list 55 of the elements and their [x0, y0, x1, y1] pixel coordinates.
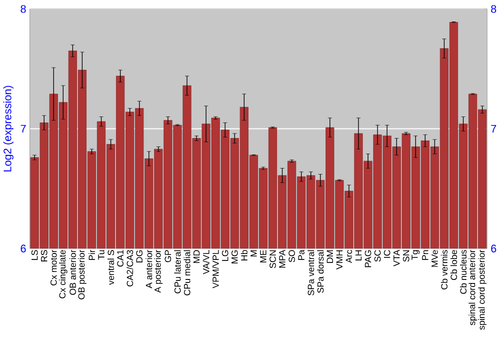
x-tick-label: LG [222, 250, 228, 261]
x-tick-label: VTA [394, 250, 400, 266]
x-tick-label: MD [193, 250, 200, 263]
x-tick-label: CPu lateral [174, 250, 181, 294]
x-tick-label: LS [31, 250, 38, 260]
y-axis-title: Log2 (expression) [3, 86, 14, 172]
x-tick-label: RS [40, 250, 48, 262]
x-tick-label: GP [164, 250, 172, 262]
x-tick-label: M [250, 250, 257, 256]
x-tick-label: CPu medial [184, 250, 190, 296]
x-tick-label: Pir [88, 250, 95, 260]
x-tick-label: CA2/CA3 [126, 250, 134, 286]
x-tick-label: ME [260, 250, 266, 262]
x-tick-label: Cx cingulate [59, 250, 68, 298]
x-tick-label: A posterior [154, 250, 163, 293]
x-tick-label: VMH [336, 250, 342, 270]
y2-tick-label: 7 [491, 125, 496, 133]
x-tick-label: Cb lobe [450, 250, 458, 280]
y-tick-label: 6 [20, 244, 26, 252]
y-tick-label: 8 [20, 5, 26, 13]
x-tick-label: Cb vermis [440, 250, 448, 290]
x-tick-label: VPM/VPL [212, 250, 219, 288]
x-tick-label: SN [402, 250, 410, 262]
x-tick-label: IC [384, 250, 390, 258]
x-tick-label: OB posterior [78, 250, 86, 300]
x-tick-label: SPa dorsal [317, 250, 324, 293]
x-tick-label: SCN [270, 250, 276, 268]
x-tick-label: CA1 [117, 250, 124, 267]
x-tick-label: Pa [298, 250, 304, 260]
x-tick-label: Tg [412, 250, 420, 260]
x-tick-label: Tu [98, 250, 104, 260]
y2-tick-label: 6 [491, 244, 496, 252]
x-tick-label: Cb nucleus [460, 250, 467, 294]
x-tick-label: MG [231, 250, 238, 264]
x-tick-label: DG [136, 250, 143, 262]
x-tick-label: LH [355, 250, 362, 260]
x-tick-label: VA/VL [202, 250, 210, 274]
x-tick-label: Cx motor [50, 250, 57, 286]
x-tick-label: OB anterior [69, 250, 76, 295]
x-tick-label: SC [374, 250, 381, 262]
x-tick-label: MVe [432, 250, 438, 267]
x-tick-label: PAG [364, 250, 372, 268]
x-tick-label: spinal cord posterior [478, 250, 486, 330]
x-tick-label: Pn [422, 250, 428, 260]
x-tick-label: Hb [240, 250, 248, 260]
x-tick-label: spinal cord anterior [468, 250, 477, 326]
x-tick-label: SO [288, 250, 295, 262]
x-tick-label: DM [326, 250, 333, 263]
y-tick-label: 7 [20, 125, 26, 133]
x-tick-label: ventral S [108, 250, 114, 285]
x-tick-label: A anterior [146, 250, 152, 288]
x-tick-label: SPa ventral [308, 250, 314, 296]
y2-tick-label: 8 [491, 5, 496, 13]
x-tick-label: MPA [279, 250, 286, 268]
x-tick-label: Arc [346, 250, 352, 264]
